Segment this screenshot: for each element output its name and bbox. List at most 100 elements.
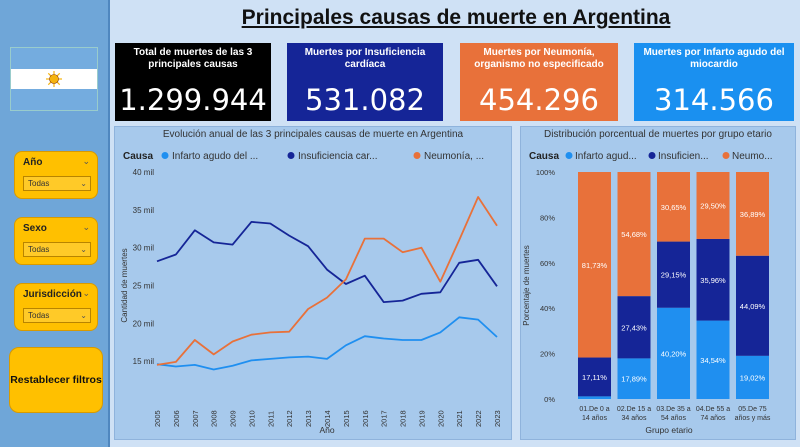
x-tick-label: 2016 <box>361 410 370 427</box>
bar-segment-infarto <box>578 396 611 399</box>
x-tick-label: 04.De 55 a <box>696 406 730 413</box>
series-line-neumonia <box>156 196 498 366</box>
data-label: 34,54% <box>700 356 726 365</box>
year-select[interactable]: Todas ⌄ <box>23 176 91 191</box>
kpi-label: Muertes por Insuficiencia cardíaca <box>304 47 426 70</box>
x-tick-label: 2021 <box>455 410 464 427</box>
x-tick-label: 2022 <box>474 410 483 427</box>
chevron-down-icon: ⌄ <box>80 245 87 254</box>
x-tick-label: 2018 <box>399 410 408 427</box>
x-axis-label: Grupo etario <box>645 425 693 435</box>
legend-marker <box>161 152 169 159</box>
x-tick-label: 03.De 35 a <box>656 406 690 413</box>
data-label: 44,09% <box>740 302 766 311</box>
y-tick-label: 0% <box>544 395 555 404</box>
data-label: 29,50% <box>700 201 726 210</box>
y-tick-label: 15 mil <box>133 357 155 366</box>
kpi-card-infarto: Muertes por Infarto agudo del miocardio … <box>634 43 794 121</box>
bar-segment-neumonia <box>578 172 611 358</box>
year-filter[interactable]: Año ⌄ Todas ⌄ <box>14 151 98 199</box>
legend-entry: Infarto agud... <box>575 151 637 162</box>
bar-segment-insuficiencia <box>617 296 651 359</box>
y-tick-label: 80% <box>540 213 555 222</box>
x-tick-label: 2011 <box>266 411 275 427</box>
bar-segment-insuficiencia <box>578 357 611 397</box>
argentina-flag <box>10 47 98 111</box>
kpi-label: Muertes por Neumonía, organismo no espec… <box>474 47 604 70</box>
x-tick-label: 2020 <box>436 410 445 427</box>
x-tick-label: 05.De 75 <box>738 406 767 413</box>
sex-select-value: Todas <box>28 245 50 254</box>
y-tick-label: 40% <box>540 304 555 313</box>
data-label: 54,68% <box>621 230 647 239</box>
chevron-down-icon[interactable]: ⌄ <box>82 288 90 298</box>
y-tick-label: 60% <box>540 259 555 268</box>
legend-title: Causa <box>123 151 153 162</box>
kpi-card-neumonia: Muertes por Neumonía, organismo no espec… <box>460 43 618 121</box>
jurisdiction-select[interactable]: Todas ⌄ <box>23 308 91 323</box>
kpi-label: Muertes por Infarto agudo del miocardio <box>643 47 785 70</box>
line-chart: Causa Infarto agudo del ... Insuficiencia … <box>120 151 502 435</box>
sex-filter[interactable]: Sexo ⌄ Todas ⌄ <box>14 217 98 265</box>
bar-segment-neumonia <box>657 172 690 242</box>
jurisdiction-filter-label: Jurisdicción <box>23 289 82 300</box>
chevron-down-icon[interactable]: ⌄ <box>82 222 90 232</box>
kpi-value: 454.296 <box>479 83 599 117</box>
bar-segment-infarto <box>736 355 769 399</box>
year-filter-label: Año <box>23 157 43 168</box>
bar-segment-infarto <box>696 320 730 399</box>
bar-segment-neumonia <box>696 172 730 239</box>
legend-marker <box>287 152 295 159</box>
sex-select[interactable]: Todas ⌄ <box>23 242 91 257</box>
x-tick-label: 2014 <box>323 410 332 427</box>
chevron-down-icon: ⌄ <box>80 311 87 320</box>
x-tick-label: 01.De 0 a <box>579 406 609 413</box>
chevron-down-icon: ⌄ <box>80 179 87 188</box>
data-label: 29,15% <box>661 271 687 280</box>
year-select-value: Todas <box>28 179 50 188</box>
x-tick-label: 2009 <box>229 410 238 427</box>
y-tick-label: 20 mil <box>133 319 155 328</box>
kpi-value: 1.299.944 <box>119 83 267 117</box>
x-tick-label: años y más <box>735 415 771 422</box>
x-tick-label: 2013 <box>304 410 313 427</box>
x-tick-label: 2017 <box>380 410 389 427</box>
kpi-value: 314.566 <box>654 83 774 117</box>
data-label: 81,73% <box>582 261 608 270</box>
x-tick-label: 2012 <box>285 410 294 427</box>
legend-marker <box>648 152 656 159</box>
y-tick-label: 40 mil <box>133 168 155 177</box>
legend-entry: Insuficien... <box>658 151 709 162</box>
data-label: 40,20% <box>661 349 687 358</box>
bar-chart-title: Distribución porcentual de muertes por g… <box>544 129 772 140</box>
legend-marker <box>722 152 730 159</box>
bar-chart-panel: Distribución porcentual de muertes por g… <box>520 126 796 440</box>
data-label: 27,43% <box>621 323 647 332</box>
bar-segment-insuficiencia <box>657 241 690 308</box>
legend-marker <box>413 152 421 159</box>
x-tick-label: 02.De 15 a <box>617 406 651 413</box>
legend-title: Causa <box>529 151 559 162</box>
stacked-bar-chart: Causa Infarto agud... Insuficien... Neumo..… <box>522 151 773 435</box>
y-tick-label: 35 mil <box>133 206 155 215</box>
legend-entry: Neumonía, ... <box>424 151 484 162</box>
bar-segment-neumonia <box>736 172 769 256</box>
x-tick-label: 34 años <box>622 415 647 422</box>
kpi-card-total: Total de muertes de las 3 principales ca… <box>115 43 271 121</box>
bar-segment-insuficiencia <box>696 238 730 321</box>
data-label: 19,02% <box>740 373 766 382</box>
y-tick-label: 20% <box>540 350 555 359</box>
chevron-down-icon[interactable]: ⌄ <box>82 156 90 166</box>
x-tick-label: 2007 <box>191 410 200 427</box>
reset-filters-button[interactable]: Restablecer filtros <box>9 347 103 413</box>
x-tick-label: 2019 <box>417 410 426 427</box>
x-tick-label: 2023 <box>493 410 502 427</box>
bar-segment-neumonia <box>617 172 651 297</box>
y-tick-label: 100% <box>536 168 556 177</box>
data-label: 30,65% <box>661 203 687 212</box>
legend-entry: Infarto agudo del ... <box>172 151 258 162</box>
jurisdiction-filter[interactable]: Jurisdicción ⌄ Todas ⌄ <box>14 283 98 331</box>
bar-segment-infarto <box>657 307 690 399</box>
jurisdiction-select-value: Todas <box>28 311 50 320</box>
y-tick-label: 30 mil <box>133 244 155 253</box>
